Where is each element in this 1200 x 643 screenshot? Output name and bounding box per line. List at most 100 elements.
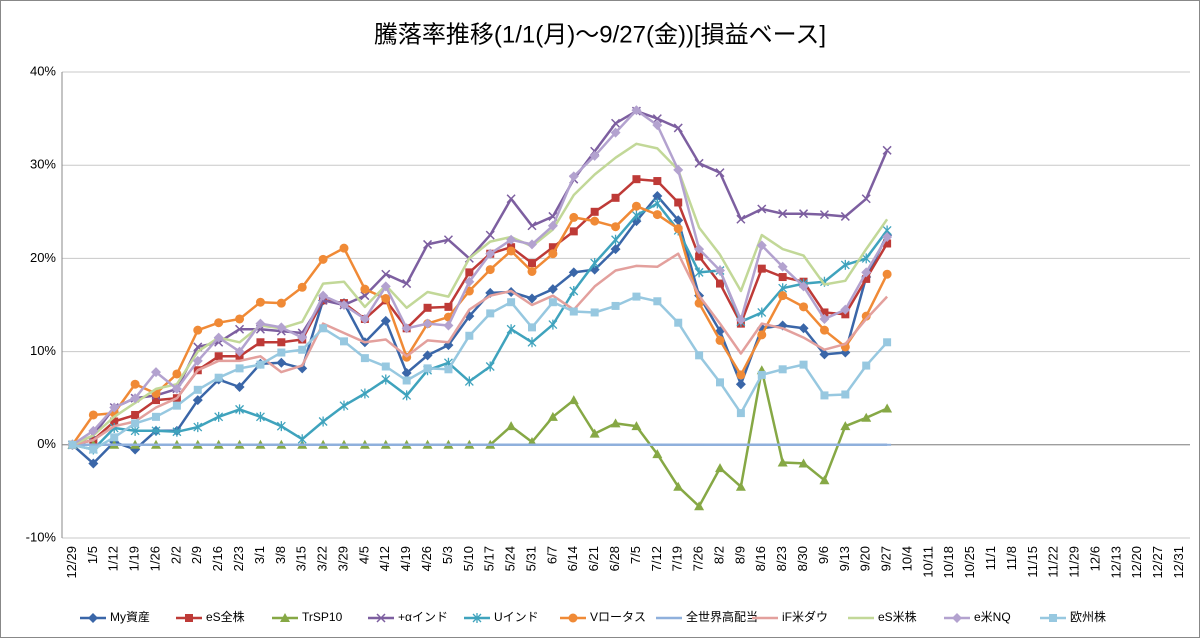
marker — [192, 395, 203, 406]
marker — [193, 385, 202, 394]
marker — [235, 324, 245, 334]
marker — [632, 175, 641, 184]
marker — [152, 396, 160, 405]
legend-item: iF米ダウ — [752, 609, 828, 624]
marker — [527, 239, 537, 250]
legend-label: 全世界高配当 — [686, 609, 758, 624]
legend-item: eS米株 — [848, 609, 917, 624]
marker — [444, 365, 453, 374]
marker — [172, 426, 182, 437]
legend-label: eS米株 — [878, 609, 917, 624]
marker — [673, 224, 683, 234]
legend-label: Vロータス — [590, 610, 646, 624]
x-tick-label: 3/29 — [335, 546, 350, 571]
x-tick-label: 12/27 — [1150, 546, 1165, 579]
marker — [674, 318, 683, 327]
series — [68, 292, 892, 454]
marker — [381, 293, 391, 303]
marker — [276, 421, 286, 432]
marker — [256, 338, 265, 347]
marker — [171, 383, 182, 394]
x-tick-label: 12/20 — [1129, 546, 1144, 579]
marker — [109, 402, 120, 413]
marker — [506, 194, 516, 204]
marker — [778, 273, 787, 282]
marker — [422, 350, 433, 361]
marker — [799, 302, 809, 312]
marker — [339, 300, 349, 310]
marker — [402, 390, 412, 401]
marker — [485, 361, 495, 372]
marker — [485, 265, 495, 275]
x-tick-label: 8/9 — [732, 546, 747, 564]
marker — [757, 264, 766, 273]
marker — [547, 284, 558, 295]
marker — [695, 351, 704, 360]
marker — [757, 204, 767, 214]
legend-label: eS全株 — [206, 609, 245, 624]
marker — [861, 253, 871, 264]
marker — [235, 364, 244, 373]
x-tick-label: 2/2 — [168, 546, 183, 564]
marker — [715, 168, 725, 178]
marker — [819, 325, 829, 335]
series-line — [72, 295, 889, 451]
marker — [861, 311, 871, 321]
marker — [110, 417, 119, 426]
marker — [715, 463, 725, 473]
marker — [319, 324, 328, 333]
marker — [673, 123, 683, 133]
marker — [443, 235, 453, 245]
marker — [674, 198, 683, 207]
marker — [756, 240, 767, 251]
marker — [381, 269, 391, 279]
x-tick-label: 3/22 — [315, 546, 330, 571]
x-tick-label: 12/29 — [64, 546, 79, 579]
marker — [777, 261, 788, 272]
x-tick-label: 8/23 — [774, 546, 789, 571]
marker — [255, 411, 265, 422]
marker — [443, 320, 454, 331]
marker — [130, 379, 140, 389]
series — [72, 252, 889, 447]
x-tick-label: 7/12 — [649, 546, 664, 571]
marker — [506, 234, 517, 245]
marker — [610, 244, 621, 255]
marker — [799, 209, 809, 219]
marker — [569, 307, 578, 316]
x-tick-label: 6/28 — [607, 546, 622, 571]
marker — [423, 364, 432, 373]
marker — [716, 378, 724, 387]
y-tick-label: 0% — [37, 436, 56, 451]
marker — [778, 365, 787, 374]
marker — [359, 313, 370, 324]
marker — [589, 428, 600, 438]
y-tick-label: 10% — [30, 343, 56, 358]
marker — [589, 150, 600, 161]
marker — [507, 298, 516, 307]
marker — [506, 421, 517, 431]
marker — [276, 357, 287, 368]
marker — [214, 373, 223, 382]
marker — [882, 269, 892, 279]
marker — [631, 421, 642, 431]
marker — [652, 114, 662, 124]
marker — [819, 210, 829, 220]
marker — [568, 267, 579, 278]
marker — [547, 411, 558, 421]
marker — [485, 230, 495, 240]
marker — [882, 145, 892, 155]
marker — [631, 201, 641, 211]
x-tick-label: 7/26 — [691, 546, 706, 571]
marker — [653, 177, 662, 186]
y-tick-label: -10% — [26, 529, 57, 544]
marker — [673, 481, 684, 491]
marker — [548, 319, 558, 330]
marker — [715, 335, 725, 345]
x-tick-label: 12/31 — [1171, 546, 1186, 579]
marker — [883, 239, 892, 248]
marker — [882, 231, 893, 242]
series-line — [71, 142, 889, 446]
x-tick-label: 1/12 — [106, 546, 121, 571]
